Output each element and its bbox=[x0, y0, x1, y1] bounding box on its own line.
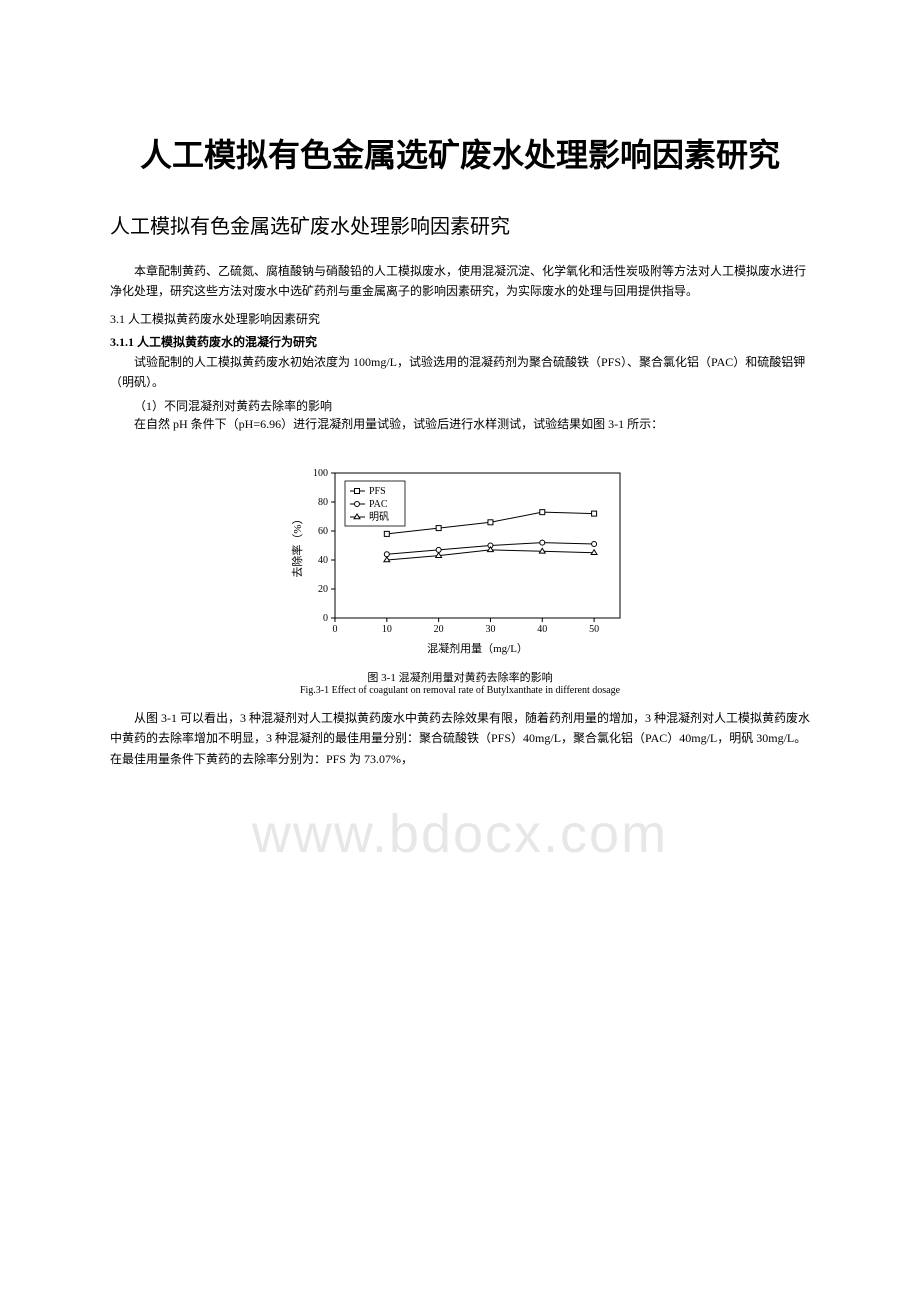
page-content: 人工模拟有色金属选矿废水处理影响因素研究 人工模拟有色金属选矿废水处理影响因素研… bbox=[0, 0, 920, 833]
svg-text:40: 40 bbox=[537, 624, 547, 635]
document-sub-title: 人工模拟有色金属选矿废水处理影响因素研究 bbox=[110, 210, 810, 239]
document-main-title: 人工模拟有色金属选矿废水处理影响因素研究 bbox=[110, 130, 810, 176]
svg-text:20: 20 bbox=[434, 624, 444, 635]
svg-text:去除率（%）: 去除率（%） bbox=[290, 513, 304, 577]
intro-paragraph: 本章配制黄药、乙硫氮、腐植酸钠与硝酸铅的人工模拟废水，使用混凝沉淀、化学氧化和活… bbox=[110, 261, 810, 302]
paragraph-item1: 在自然 pH 条件下（pH=6.96）进行混凝剂用量试验，试验后进行水样测试，试… bbox=[110, 414, 810, 434]
svg-text:PAC: PAC bbox=[369, 499, 388, 510]
line-chart-svg: 0 10 20 30 40 50 0 20 40 60 80 100 混凝剂用量（mg/L） 去除率（%）… bbox=[285, 458, 635, 658]
svg-text:60: 60 bbox=[318, 526, 328, 537]
figure-3-1-chart: 0 10 20 30 40 50 0 20 40 60 80 100 混凝剂用量（mg/L） 去除率（%）… bbox=[285, 458, 635, 663]
svg-text:40: 40 bbox=[318, 555, 328, 566]
svg-text:50: 50 bbox=[589, 624, 599, 635]
svg-text:80: 80 bbox=[318, 497, 328, 508]
section-3-1-heading: 3.1 人工模拟黄药废水处理影响因素研究 bbox=[110, 310, 810, 327]
figure-caption-cn: 图 3-1 混凝剂用量对黄药去除率的影响 bbox=[110, 669, 810, 685]
item-1-heading: （1）不同混凝剂对黄药去除率的影响 bbox=[110, 397, 810, 414]
svg-text:PFS: PFS bbox=[369, 486, 386, 497]
svg-text:混凝剂用量（mg/L）: 混凝剂用量（mg/L） bbox=[427, 641, 528, 655]
svg-text:20: 20 bbox=[318, 584, 328, 595]
svg-text:0: 0 bbox=[323, 613, 328, 624]
svg-text:100: 100 bbox=[313, 468, 328, 479]
svg-text:30: 30 bbox=[485, 624, 495, 635]
section-3-1-1-heading: 3.1.1 人工模拟黄药废水的混凝行为研究 bbox=[110, 333, 810, 350]
svg-text:明矾: 明矾 bbox=[369, 511, 389, 523]
svg-text:0: 0 bbox=[333, 624, 338, 635]
svg-text:10: 10 bbox=[382, 624, 392, 635]
paragraph-311a: 试验配制的人工模拟黄药废水初始浓度为 100mg/L，试验选用的混凝药剂为聚合硫… bbox=[110, 352, 810, 393]
paragraph-after-chart: 从图 3-1 可以看出，3 种混凝剂对人工模拟黄药废水中黄药去除效果有限，随着药… bbox=[110, 708, 810, 769]
figure-caption-en: Fig.3-1 Effect of coagulant on removal r… bbox=[110, 685, 810, 696]
